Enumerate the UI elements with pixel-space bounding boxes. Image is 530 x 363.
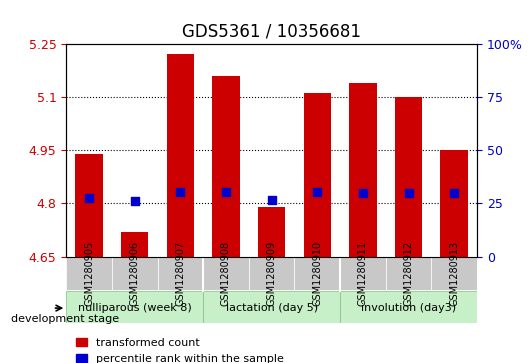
Text: nulliparous (week 8): nulliparous (week 8) (78, 303, 191, 313)
Legend: transformed count, percentile rank within the sample: transformed count, percentile rank withi… (72, 334, 288, 363)
Text: GSM1280911: GSM1280911 (358, 241, 368, 306)
Point (359, 190, 367, 196)
FancyBboxPatch shape (112, 257, 157, 290)
Bar (121, 232, 148, 257)
Title: GDS5361 / 10356681: GDS5361 / 10356681 (182, 23, 361, 41)
FancyBboxPatch shape (203, 257, 249, 290)
Point (130, 198, 139, 204)
Bar (440, 150, 468, 257)
Text: GSM1280910: GSM1280910 (312, 241, 322, 306)
FancyBboxPatch shape (249, 257, 295, 290)
Bar (395, 97, 422, 257)
Text: involution (day3): involution (day3) (361, 303, 456, 313)
Text: GSM1280912: GSM1280912 (403, 241, 413, 306)
FancyBboxPatch shape (340, 291, 477, 323)
Point (404, 190, 413, 196)
Point (450, 191, 458, 196)
Bar (75, 154, 103, 257)
Text: GSM1280907: GSM1280907 (175, 241, 186, 306)
Point (222, 189, 230, 195)
Bar (258, 207, 285, 257)
Text: GSM1280905: GSM1280905 (84, 241, 94, 306)
Text: development stage: development stage (11, 314, 119, 325)
Text: GSM1280908: GSM1280908 (221, 241, 231, 306)
Point (267, 197, 276, 203)
FancyBboxPatch shape (203, 291, 340, 323)
Bar (166, 54, 194, 257)
Text: lactation (day 5): lactation (day 5) (226, 303, 317, 313)
Bar (304, 93, 331, 257)
Text: GSM1280913: GSM1280913 (449, 241, 459, 306)
FancyBboxPatch shape (66, 257, 112, 290)
Point (313, 189, 322, 195)
FancyBboxPatch shape (66, 291, 203, 323)
FancyBboxPatch shape (295, 257, 340, 290)
Bar (213, 76, 240, 257)
FancyBboxPatch shape (431, 257, 477, 290)
Text: GSM1280909: GSM1280909 (267, 241, 277, 306)
FancyBboxPatch shape (157, 257, 203, 290)
FancyBboxPatch shape (340, 257, 386, 290)
Text: GSM1280906: GSM1280906 (130, 241, 140, 306)
Bar (349, 83, 377, 257)
FancyBboxPatch shape (386, 257, 431, 290)
Point (176, 189, 184, 195)
Point (85, 195, 93, 201)
